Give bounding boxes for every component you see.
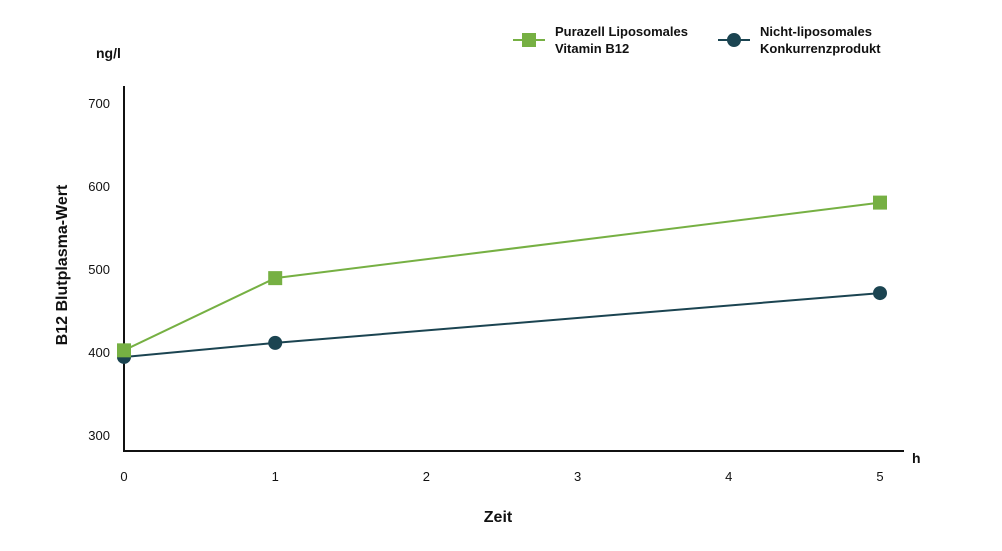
y-tick-label: 500 [88,262,110,277]
x-tick-label: 1 [272,469,279,484]
legend-label-purazell-line1: Purazell Liposomales [555,24,688,39]
y-axis-title: B12 Blutplasma-Wert [54,184,71,345]
y-unit-label: ng/l [96,45,121,61]
y-tick-label: 400 [88,345,110,360]
series-line-konkurrenz [123,292,881,358]
data-point-konkurrenz [268,335,283,350]
x-axis-title: Zeit [484,509,513,526]
legend-label-konkurrenz-line1: Nicht-liposomales [760,24,872,39]
x-tick-label: 0 [120,469,127,484]
legend-circle-marker [727,33,741,47]
legend-item-konkurrenz: Nicht-liposomales Konkurrenzprodukt [718,24,881,56]
y-tick-label: 700 [88,96,110,111]
data-point-purazell [268,271,283,286]
legend-label-konkurrenz-line2: Konkurrenzprodukt [760,41,881,56]
data-point-konkurrenz [873,286,887,301]
series-line-purazell [123,201,881,352]
x-tick-label: 4 [725,469,732,484]
x-tick-label: 5 [876,469,883,484]
legend-item-purazell: Purazell Liposomales Vitamin B12 [513,24,688,56]
data-point-purazell [117,343,131,358]
x-tick-label: 2 [423,469,430,484]
legend: Purazell Liposomales Vitamin B12 Nicht-l… [513,24,881,56]
legend-square-marker [522,33,536,47]
legend-label-purazell-line2: Vitamin B12 [555,41,629,56]
data-point-purazell [873,195,887,210]
y-tick-label: 300 [88,428,110,443]
x-tick-label: 3 [574,469,581,484]
y-tick-label: 600 [88,179,110,194]
x-unit-label: h [912,450,921,466]
